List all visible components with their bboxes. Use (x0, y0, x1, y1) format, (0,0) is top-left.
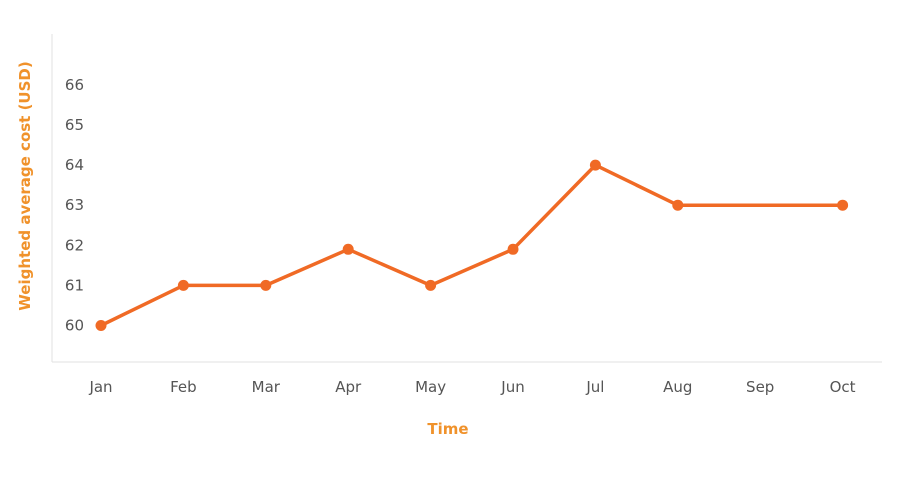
data-point (589, 159, 601, 171)
data-point (672, 199, 684, 211)
data-point (507, 243, 519, 255)
data-point (260, 279, 272, 291)
data-point (342, 243, 354, 255)
x-tick-label: Oct (830, 378, 856, 396)
y-tick-label: 66 (65, 76, 84, 94)
series-cost (95, 159, 849, 331)
x-tick-label: Jan (88, 378, 112, 396)
series-line (99, 163, 845, 328)
data-point (425, 279, 437, 291)
y-tick-label: 65 (65, 116, 84, 134)
x-tick-labels: Jan Feb Mar Apr May Jun Jul Aug Sep Oct (88, 378, 855, 396)
axes (51, 34, 882, 363)
x-tick-label: Aug (663, 378, 692, 396)
y-tick-label: 63 (65, 196, 84, 214)
x-tick-label: Apr (335, 378, 362, 396)
data-point (837, 199, 849, 211)
y-tick-label: 64 (65, 156, 84, 174)
x-tick-label: Jun (500, 378, 524, 396)
x-tick-label: Jul (585, 378, 604, 396)
data-point (95, 320, 107, 331)
x-tick-label: Mar (252, 378, 281, 396)
y-tick-label: 60 (65, 317, 84, 335)
x-tick-label: Feb (170, 378, 197, 396)
x-tick-label: Sep (746, 378, 774, 396)
x-tick-label: May (415, 378, 446, 396)
y-tick-label: 61 (65, 276, 84, 294)
data-point (177, 279, 189, 291)
y-tick-labels: 60 61 62 63 64 65 66 (65, 76, 84, 335)
y-axis-title: Weighted average cost (USD) (16, 61, 34, 310)
y-tick-label: 62 (65, 236, 84, 254)
x-axis-title: Time (427, 420, 468, 438)
